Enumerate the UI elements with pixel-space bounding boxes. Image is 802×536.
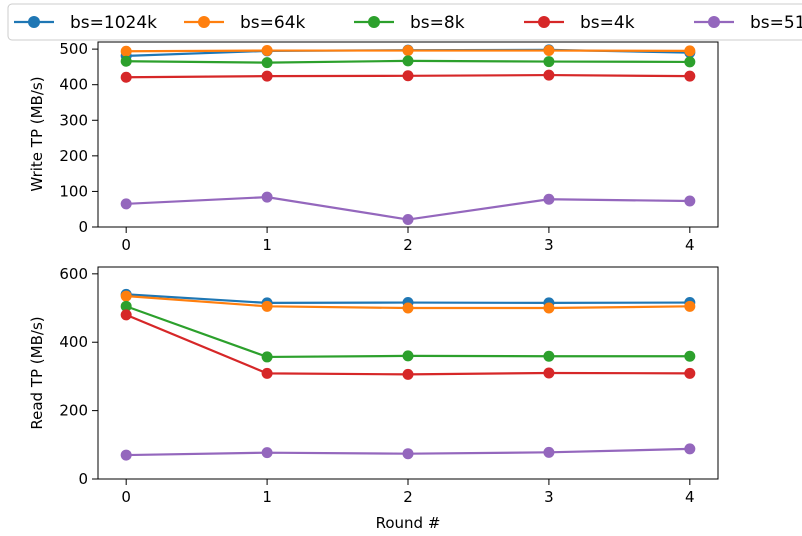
legend-label-bs-64k: bs=64k [240, 13, 306, 33]
write-data-point-bs-64k [120, 45, 132, 57]
write-y-tick-label: 100 [59, 182, 88, 200]
write-data-point-bs-8k [261, 57, 273, 69]
read-x-tick-label: 1 [262, 488, 272, 506]
read-data-point-bs-64k [402, 302, 414, 314]
legend: bs=1024k bs=64k bs=8k bs=4k bs=512 [7, 3, 802, 41]
legend-marker-bs-4k [538, 16, 550, 28]
read-data-point-bs-512 [120, 449, 132, 461]
read-data-point-bs-4k [120, 309, 132, 321]
write-data-point-bs-4k [120, 71, 132, 83]
write-data-point-bs-64k [402, 45, 414, 57]
legend-label-bs-8k: bs=8k [410, 13, 465, 33]
write-data-point-bs-8k [684, 56, 696, 68]
legend-label-bs-1024k: bs=1024k [70, 13, 157, 33]
read-x-tick-label: 0 [121, 488, 131, 506]
write-data-point-bs-512 [402, 214, 414, 226]
write-x-tick-label: 4 [685, 236, 695, 254]
legend-box [7, 3, 802, 41]
write-data-point-bs-512 [684, 195, 696, 207]
read-throughput-panel: 0 200 400 600 0 1 2 3 4 Read TP (MB/s) Round # [28, 265, 719, 532]
legend-marker-bs-8k [368, 16, 380, 28]
legend-label-bs-512: bs=512 [750, 13, 802, 33]
write-y-tick-label: 0 [78, 218, 88, 236]
read-data-point-bs-8k [120, 300, 132, 312]
write-y-tick-label: 400 [59, 76, 88, 94]
read-data-point-bs-64k [120, 290, 132, 302]
write-data-point-bs-64k [261, 45, 273, 57]
read-data-point-bs-512 [402, 448, 414, 460]
read-data-point-bs-512 [261, 447, 273, 459]
write-y-tick-label: 200 [59, 147, 88, 165]
read-data-point-bs-8k [261, 351, 273, 363]
read-x-tick-label: 4 [685, 488, 695, 506]
read-x-tick-label: 2 [403, 488, 413, 506]
legend-marker-bs-1024k [28, 16, 40, 28]
read-y-tick-label: 200 [59, 402, 88, 420]
legend-marker-bs-64k [198, 16, 210, 28]
write-y-tick-label: 300 [59, 111, 88, 129]
write-x-tick-label: 3 [544, 236, 554, 254]
read-y-axis-label: Read TP (MB/s) [28, 316, 46, 429]
write-data-point-bs-64k [684, 45, 696, 57]
write-x-tick-label: 0 [121, 236, 131, 254]
read-y-tick-label: 600 [59, 265, 88, 283]
write-data-point-bs-64k [543, 45, 555, 57]
write-data-point-bs-512 [120, 198, 132, 210]
write-x-tick-label: 1 [262, 236, 272, 254]
read-x-tick-label: 3 [544, 488, 554, 506]
write-data-point-bs-8k [402, 55, 414, 67]
legend-label-bs-4k: bs=4k [580, 13, 635, 33]
write-data-point-bs-4k [261, 70, 273, 82]
write-y-tick-label: 500 [59, 40, 88, 58]
write-x-tick-label: 2 [403, 236, 413, 254]
read-data-point-bs-64k [261, 300, 273, 312]
read-y-tick-label: 0 [78, 470, 88, 488]
write-data-point-bs-512 [543, 193, 555, 205]
legend-marker-bs-512 [708, 16, 720, 28]
x-axis-label: Round # [376, 514, 441, 532]
read-data-point-bs-8k [402, 350, 414, 362]
write-data-point-bs-8k [120, 55, 132, 67]
read-data-point-bs-4k [684, 367, 696, 379]
write-data-point-bs-4k [543, 69, 555, 81]
read-data-point-bs-4k [402, 368, 414, 380]
read-data-point-bs-512 [684, 443, 696, 455]
write-data-point-bs-8k [543, 56, 555, 68]
write-data-point-bs-4k [684, 70, 696, 82]
write-throughput-panel: 0 100 200 300 400 500 0 1 2 3 4 Write TP (MB/s) [28, 40, 719, 254]
read-data-point-bs-8k [684, 350, 696, 362]
read-data-point-bs-512 [543, 446, 555, 458]
write-data-point-bs-512 [261, 191, 273, 203]
read-data-point-bs-64k [684, 300, 696, 312]
read-data-point-bs-4k [543, 367, 555, 379]
read-data-point-bs-4k [261, 367, 273, 379]
read-y-tick-label: 400 [59, 333, 88, 351]
write-y-axis-label: Write TP (MB/s) [28, 76, 46, 191]
read-data-point-bs-64k [543, 302, 555, 314]
write-data-point-bs-4k [402, 70, 414, 82]
read-data-point-bs-8k [543, 350, 555, 362]
